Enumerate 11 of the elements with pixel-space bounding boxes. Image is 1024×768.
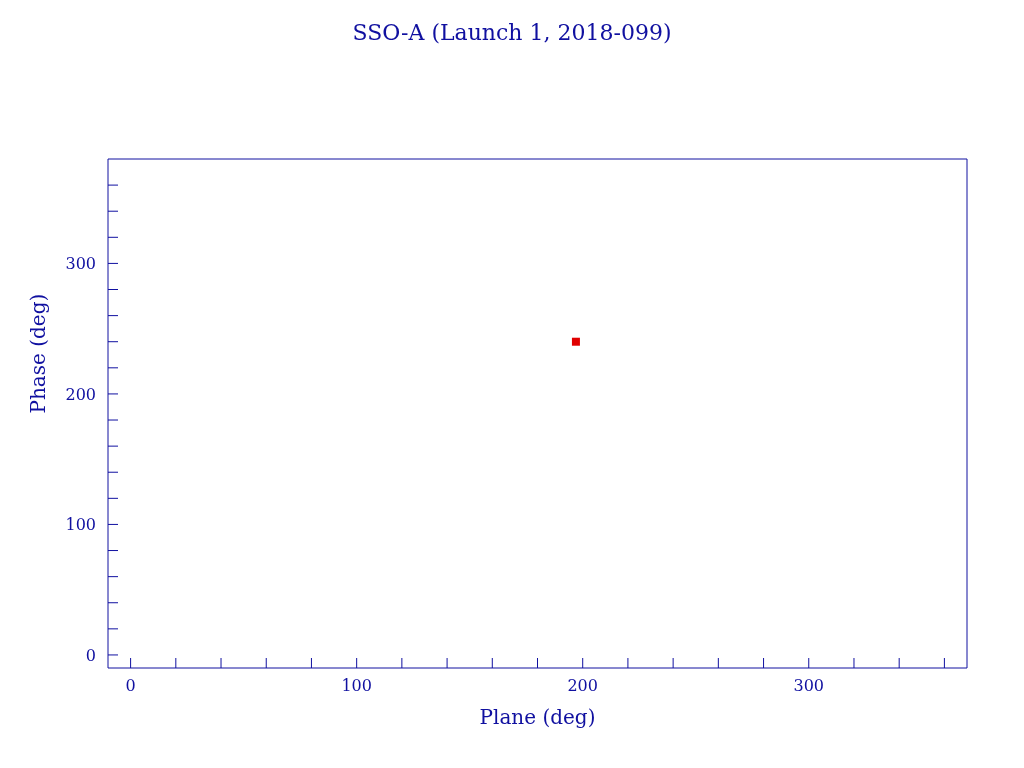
x-tick-label: 200	[567, 676, 598, 696]
y-tick-label: 300	[65, 254, 96, 274]
y-tick-label: 100	[65, 515, 96, 535]
y-tick-label: 200	[65, 384, 96, 404]
x-tick-label: 300	[793, 676, 825, 696]
y-tick-label: 0	[85, 645, 96, 665]
x-axis-title: Plane (deg)	[479, 705, 596, 729]
x-tick-label: 0	[125, 676, 136, 696]
y-axis-title: Phase (deg)	[26, 293, 51, 414]
chart-title: SSO-A (Launch 1, 2018-099)	[351, 20, 673, 45]
x-tick-label: 100	[341, 676, 372, 696]
